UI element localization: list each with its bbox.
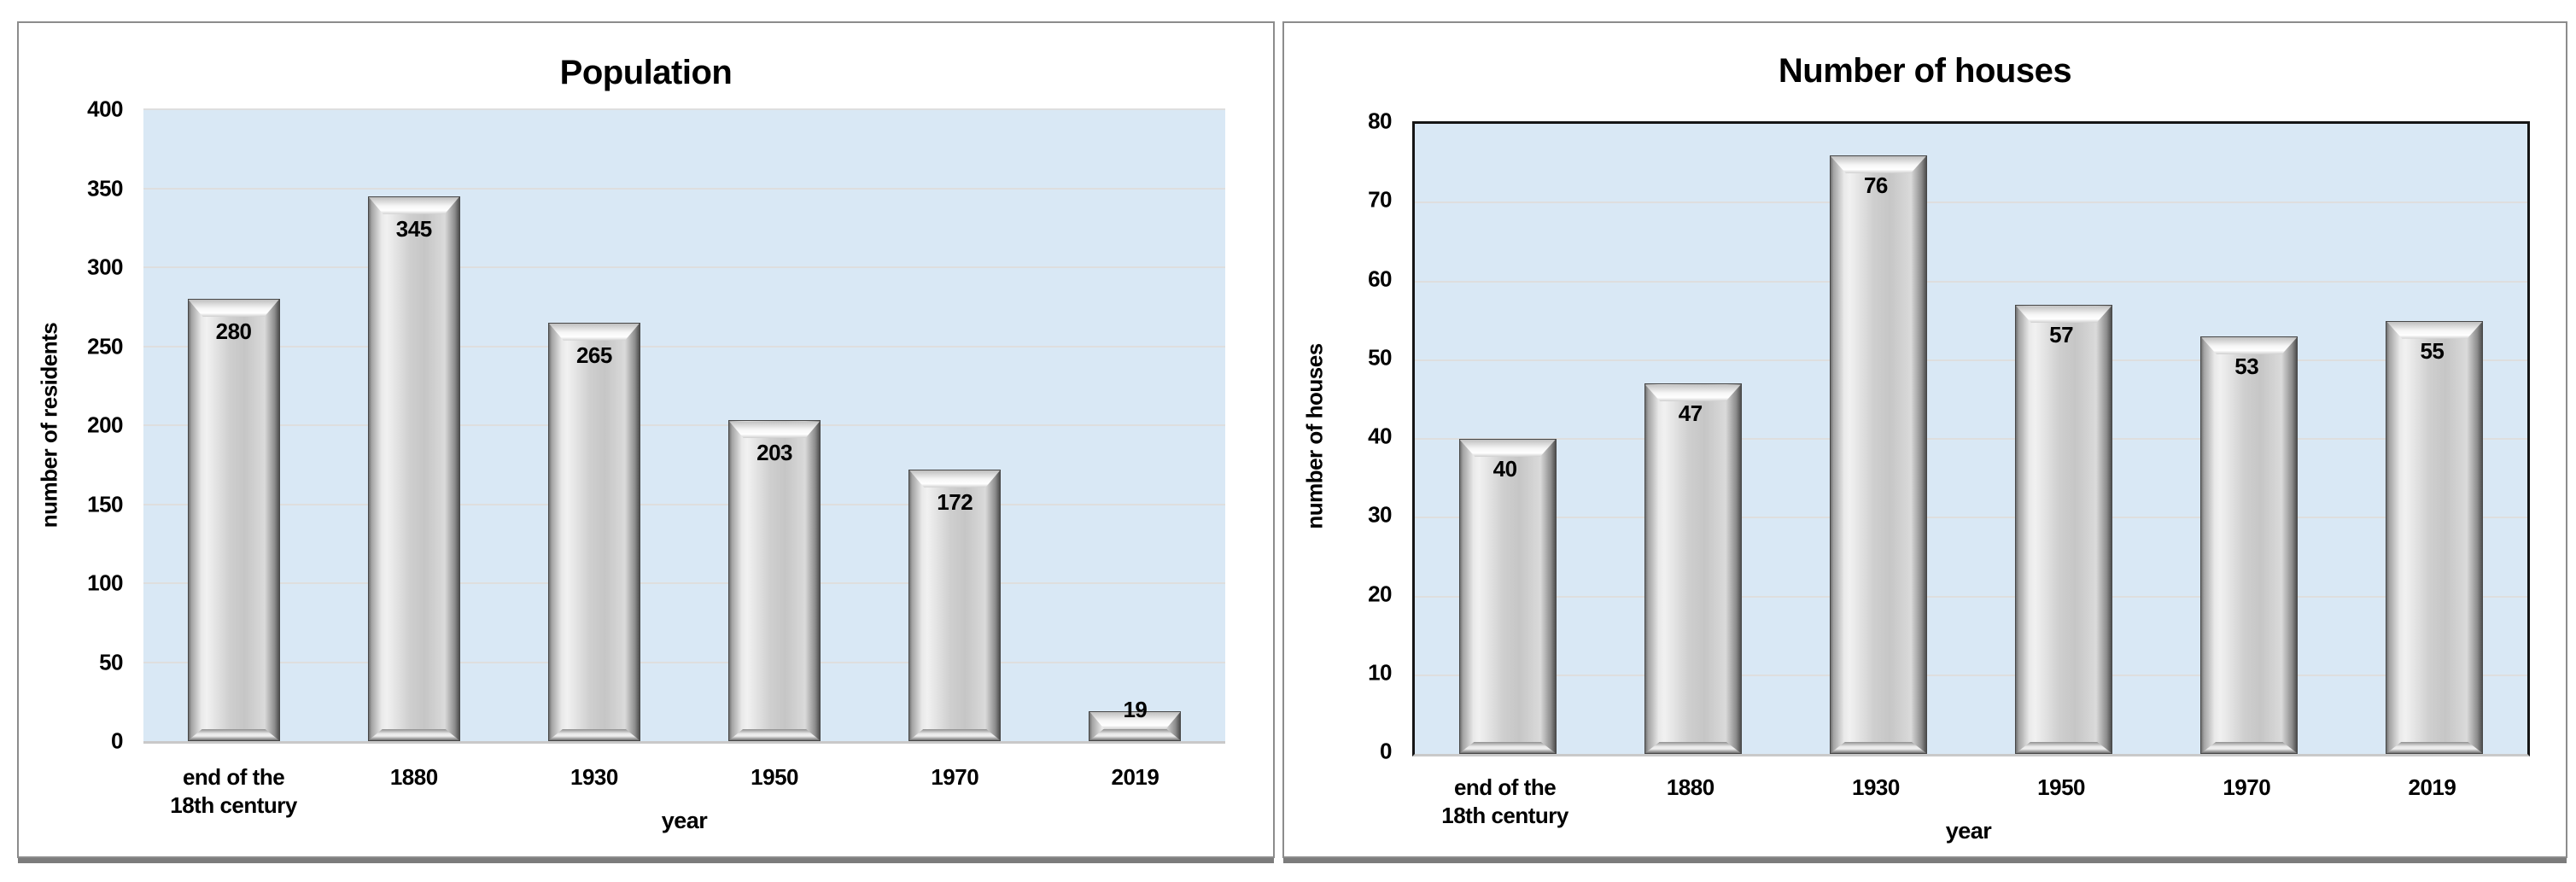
plot-area (1412, 121, 2530, 756)
x-tick-label: end of the 18th century (1441, 774, 1568, 828)
bar-end-of-the-18th-century (187, 299, 280, 741)
bar-2019 (2386, 320, 2484, 754)
bar-value-label: 47 (1678, 400, 1703, 427)
y-tick-label: 70 (1368, 186, 1392, 213)
bar-value-label: 172 (937, 488, 973, 515)
bar-1970 (2200, 336, 2299, 754)
x-axis-title: year (1945, 818, 1992, 844)
x-tick-label: 1880 (1666, 774, 1714, 800)
y-tick-label: 200 (87, 412, 123, 438)
gridline (1415, 202, 2527, 204)
gridline (143, 345, 1225, 348)
y-tick-label: 100 (87, 570, 123, 596)
bar-value-label: 57 (2049, 322, 2074, 348)
bar-end-of-the-18th-century (1458, 439, 1557, 754)
y-tick-label: 350 (87, 175, 123, 201)
y-tick-label: 80 (1368, 108, 1392, 134)
gridline (143, 503, 1225, 505)
x-axis-title: year (661, 808, 708, 833)
bar-1970 (908, 469, 1002, 741)
bar-value-label: 53 (2234, 353, 2259, 380)
y-tick-label: 50 (99, 649, 123, 675)
bar-2019 (1089, 710, 1182, 741)
bar-value-label: 19 (1123, 696, 1148, 722)
x-tick-label: 1970 (931, 764, 979, 790)
population-chart-panel: Population number of residents year 0 50 1… (17, 21, 1275, 858)
bar-1880 (1644, 383, 1742, 754)
y-tick-label: 0 (111, 727, 123, 754)
bar-1950 (728, 420, 821, 741)
y-tick-label: 10 (1368, 659, 1392, 686)
bar-value-label: 40 (1492, 456, 1517, 482)
y-tick-label: 400 (87, 96, 123, 122)
bar-value-label: 76 (1863, 172, 1888, 198)
bar-value-label: 345 (395, 215, 432, 242)
x-tick-label: 2019 (2408, 774, 2456, 800)
gridline (1415, 280, 2527, 283)
bar-1880 (367, 196, 460, 741)
gridline (1415, 438, 2527, 440)
gridline (1415, 517, 2527, 519)
gridline (1415, 595, 2527, 598)
x-tick-label: 1930 (1851, 774, 1900, 800)
y-tick-label: 250 (87, 333, 123, 359)
houses-chart-panel: Number of houses number of houses year 0… (1282, 21, 2567, 858)
gridline (143, 108, 1225, 110)
y-tick-label: 150 (87, 491, 123, 517)
bar-value-label: 203 (756, 440, 793, 466)
gridline (143, 582, 1225, 584)
chart-title: Population (559, 54, 733, 91)
bar-1950 (2015, 305, 2113, 754)
bar-1930 (547, 322, 640, 741)
bar-value-label: 265 (575, 342, 612, 368)
gridline (1415, 674, 2527, 676)
y-tick-label: 20 (1368, 581, 1392, 606)
chart-title: Number of houses (1778, 52, 2072, 90)
gridline (143, 266, 1225, 268)
plot-area (143, 108, 1225, 744)
y-tick-label: 30 (1368, 501, 1392, 528)
x-tick-label: 1950 (751, 764, 798, 790)
x-tick-label: end of the 18th century (170, 764, 297, 818)
x-tick-label: 1930 (570, 764, 618, 790)
bar-value-label: 55 (2420, 337, 2445, 364)
y-tick-label: 40 (1368, 423, 1392, 449)
x-tick-label: 1880 (389, 764, 438, 790)
bar-1930 (1829, 155, 1927, 754)
y-tick-label: 0 (1380, 738, 1392, 764)
gridline (143, 661, 1225, 663)
x-tick-label: 1970 (2223, 774, 2271, 800)
y-tick-label: 50 (1368, 344, 1392, 371)
gridline (143, 424, 1225, 426)
y-tick-label: 60 (1368, 266, 1392, 291)
bar-value-label: 280 (215, 318, 252, 344)
gridline (1415, 359, 2527, 361)
gridline (143, 187, 1225, 190)
x-tick-label: 2019 (1111, 764, 1159, 790)
x-tick-label: 1950 (2037, 774, 2085, 800)
y-tick-label: 300 (87, 254, 123, 280)
